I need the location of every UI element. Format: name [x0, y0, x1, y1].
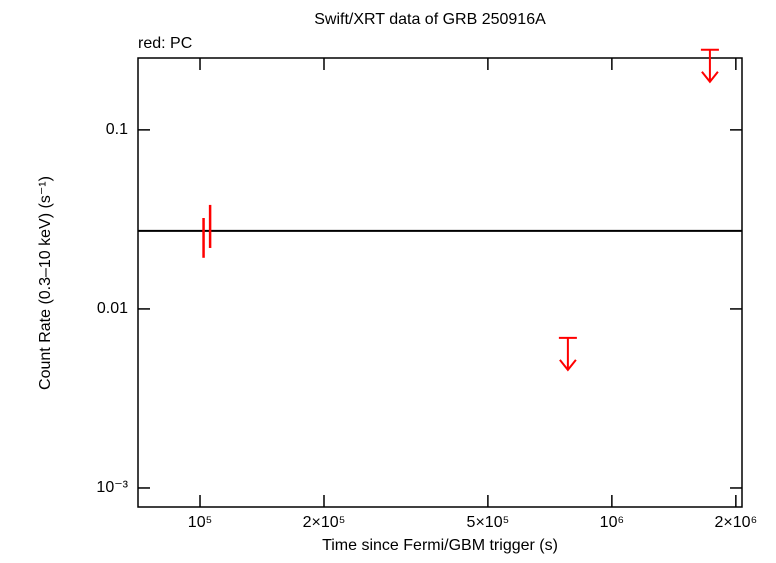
annotation: red: PC [138, 35, 192, 52]
chart-title: Swift/XRT data of GRB 250916A [314, 11, 546, 28]
x-tick-label: 10⁵ [188, 514, 212, 531]
x-tick-label: 5×10⁵ [467, 514, 510, 531]
x-axis-label: Time since Fermi/GBM trigger (s) [322, 537, 558, 554]
y-tick-label: 0.01 [97, 300, 128, 317]
y-tick-label: 0.1 [106, 121, 128, 138]
upper-limit [700, 48, 719, 84]
upper-limit [558, 336, 577, 372]
upper-limit-part [701, 71, 719, 84]
x-tick-label: 10⁶ [600, 514, 624, 531]
plot-frame [137, 57, 743, 508]
upper-limit-part [559, 359, 577, 372]
x-tick-label: 2×10⁶ [715, 514, 758, 531]
y-axis-label: Count Rate (0.3–10 keV) (s⁻¹) [37, 176, 54, 390]
x-tick-label: 2×10⁵ [303, 514, 346, 531]
y-tick-label: 10⁻³ [96, 479, 128, 496]
